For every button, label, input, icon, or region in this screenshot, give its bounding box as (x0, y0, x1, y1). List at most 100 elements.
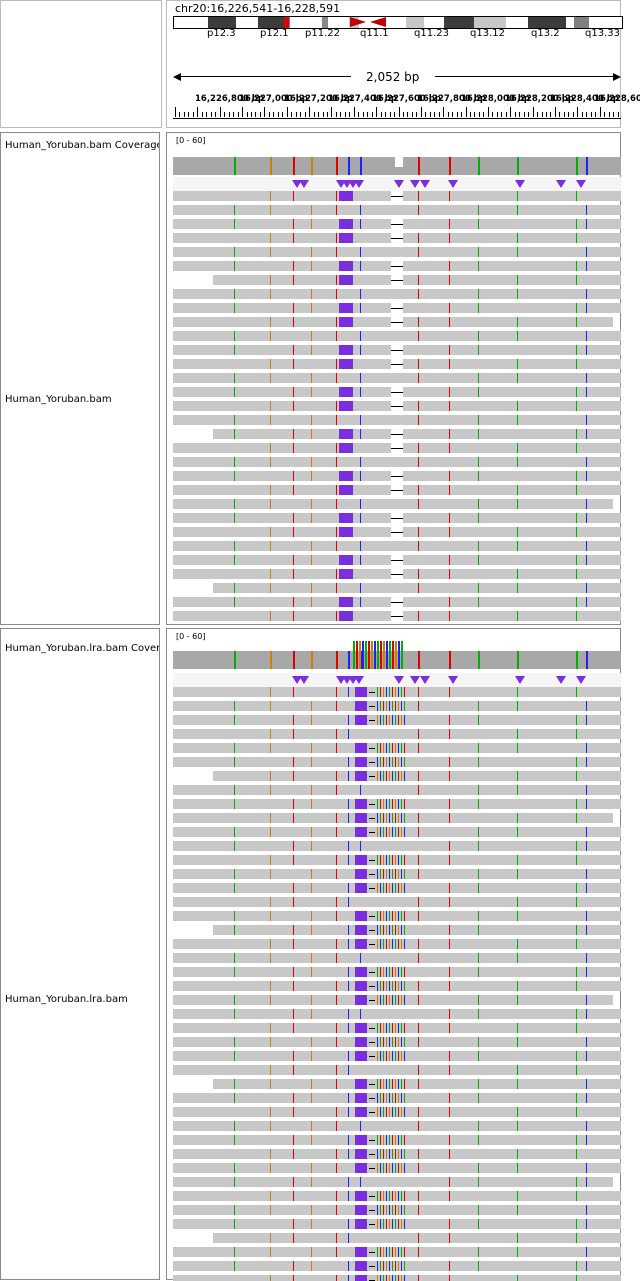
mismatch (478, 1177, 479, 1187)
mismatch (478, 1051, 479, 1061)
coverage-track-name[interactable]: Human_Yoruban.bam Coverage (5, 140, 159, 151)
mismatch (418, 401, 419, 411)
mismatch (449, 1023, 450, 1033)
mismatch (234, 799, 235, 809)
mismatch (478, 303, 479, 313)
deletion (391, 476, 403, 477)
insertion-marker-icon (448, 676, 458, 684)
mismatch (586, 1079, 587, 1089)
mismatch (517, 611, 518, 621)
mismatch (401, 1275, 402, 1281)
alignment-track-name[interactable]: Human_Yoruban.bam (5, 394, 112, 405)
mismatch (449, 1275, 450, 1281)
mismatch (383, 911, 384, 921)
mismatch (478, 1135, 479, 1145)
mismatch (404, 925, 405, 935)
mismatch (449, 261, 450, 271)
mismatch (383, 1219, 384, 1229)
mismatch (377, 1023, 378, 1033)
mismatch (586, 597, 587, 607)
ruler-tick (322, 112, 324, 117)
mismatch (398, 1219, 399, 1229)
mismatch (449, 1093, 450, 1103)
read (173, 1191, 621, 1201)
read (173, 757, 621, 767)
mismatch (336, 331, 337, 341)
mismatch (383, 1247, 384, 1257)
mismatch (576, 303, 577, 313)
coverage-snp (336, 157, 338, 175)
mismatch (478, 597, 479, 607)
mismatch (404, 757, 405, 767)
mismatch (234, 219, 235, 229)
ruler-tick (546, 112, 547, 117)
mismatch (336, 1205, 337, 1215)
ruler-tick (411, 112, 413, 117)
mismatch (270, 813, 271, 823)
insertion-marker-icon (354, 180, 364, 188)
mismatch (293, 883, 294, 893)
mismatch (234, 1247, 235, 1257)
mismatch (449, 471, 450, 481)
insertion-markers[interactable] (173, 673, 621, 687)
mismatch (270, 359, 271, 369)
deletion (391, 448, 403, 449)
mismatch (270, 527, 271, 537)
mismatch (395, 799, 396, 809)
mismatch (270, 1233, 271, 1243)
mismatch (386, 1261, 387, 1271)
mismatch (576, 1051, 577, 1061)
mismatch (478, 827, 479, 837)
mismatch (517, 687, 518, 697)
read (213, 1233, 621, 1243)
mismatch (311, 457, 312, 467)
ruler-ticks[interactable]: 16,226,800 bp 16,227,000 bp 16,227,200 b… (173, 89, 640, 125)
coverage-snp (478, 157, 480, 175)
deletion (369, 860, 375, 861)
mismatch (517, 331, 518, 341)
mismatch (383, 869, 384, 879)
mismatch (418, 373, 419, 383)
mismatch (404, 813, 405, 823)
mismatch (380, 855, 381, 865)
mismatch (234, 743, 235, 753)
mismatch (380, 1135, 381, 1145)
mismatch (478, 1093, 479, 1103)
mismatch (389, 1247, 390, 1257)
chromosome-ideogram[interactable] (173, 16, 623, 29)
deletion (369, 1224, 375, 1225)
locus-text[interactable]: chr20:16,226,541-16,228,591 (175, 2, 341, 15)
read (173, 373, 621, 383)
mismatch (270, 1023, 271, 1033)
insertion-marker-icon (348, 180, 358, 188)
mismatch (389, 883, 390, 893)
mismatch (478, 541, 479, 551)
alignment-track[interactable] (173, 191, 621, 623)
insertion-markers[interactable] (173, 177, 621, 191)
mismatch (293, 401, 294, 411)
deletion (369, 874, 375, 875)
mismatch (517, 583, 518, 593)
mismatch (586, 841, 587, 851)
mismatch (336, 1065, 337, 1075)
coverage-track[interactable] (173, 639, 621, 669)
mismatch (360, 785, 361, 795)
coverage-snp (234, 651, 236, 669)
mismatch (401, 911, 402, 921)
mismatch (377, 1219, 378, 1229)
alignment-track-name[interactable]: Human_Yoruban.lra.bam (5, 994, 128, 1005)
mismatch (586, 247, 587, 257)
ruler-tick (581, 112, 583, 117)
insertion (339, 443, 353, 453)
mismatch (418, 687, 419, 697)
mismatch (586, 219, 587, 229)
alignment-track[interactable] (173, 687, 621, 1281)
mismatch (576, 1191, 577, 1201)
coverage-track-name[interactable]: Human_Yoruban.lra.bam Coverage (5, 643, 159, 654)
mismatch (348, 883, 349, 893)
mismatch (360, 261, 361, 271)
ruler-tick (282, 112, 284, 117)
mismatch (478, 715, 479, 725)
coverage-track[interactable] (173, 147, 621, 175)
mismatch (392, 1191, 393, 1201)
